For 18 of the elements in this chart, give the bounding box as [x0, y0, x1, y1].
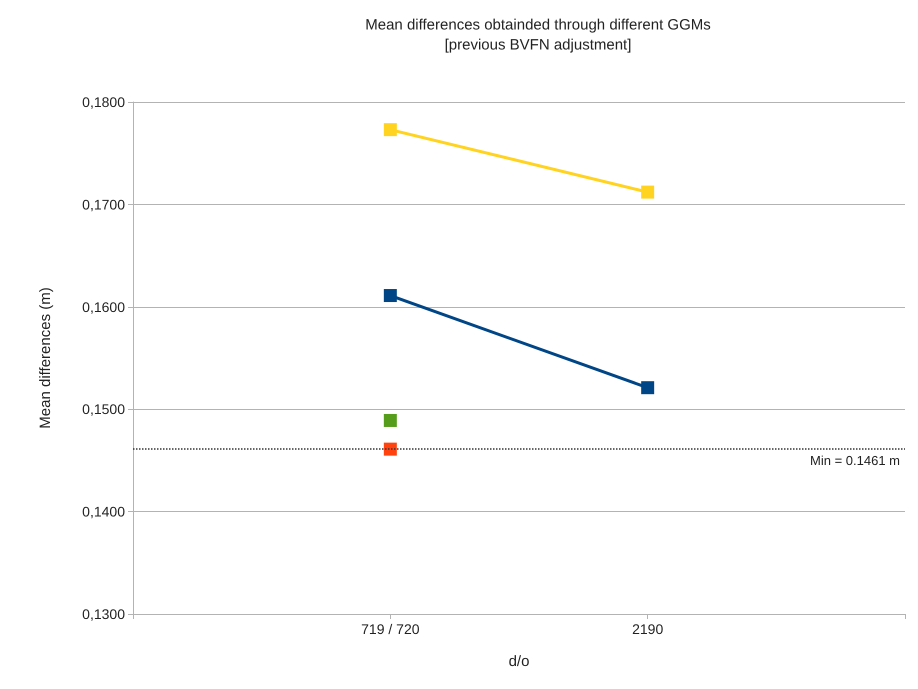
y-tick-label: 0,1400: [82, 504, 126, 520]
ref-line-label: Min = 0.1461 m: [810, 453, 900, 468]
y-tick-label: 0,1800: [82, 94, 126, 110]
point: [641, 381, 654, 394]
y-tick-label: 0,1500: [82, 401, 126, 418]
y-axis-title: Mean differences (m): [37, 287, 54, 429]
chart-title: Mean differences obtainded through different GGMs [previous BVFN adjustment]: [365, 16, 711, 54]
point: [384, 414, 397, 427]
point: [384, 123, 397, 136]
point: [641, 186, 654, 199]
x-tick-label: 719 / 720: [361, 621, 420, 637]
point: [384, 442, 397, 456]
y-tick-label: 0,1700: [82, 196, 126, 212]
y-tick-label: 0,1600: [82, 298, 126, 315]
point: [384, 289, 397, 302]
x-axis-title: d/o: [508, 653, 530, 670]
x-tick-label: 2190: [632, 621, 664, 637]
y-tick-label: 0,1300: [82, 606, 126, 622]
